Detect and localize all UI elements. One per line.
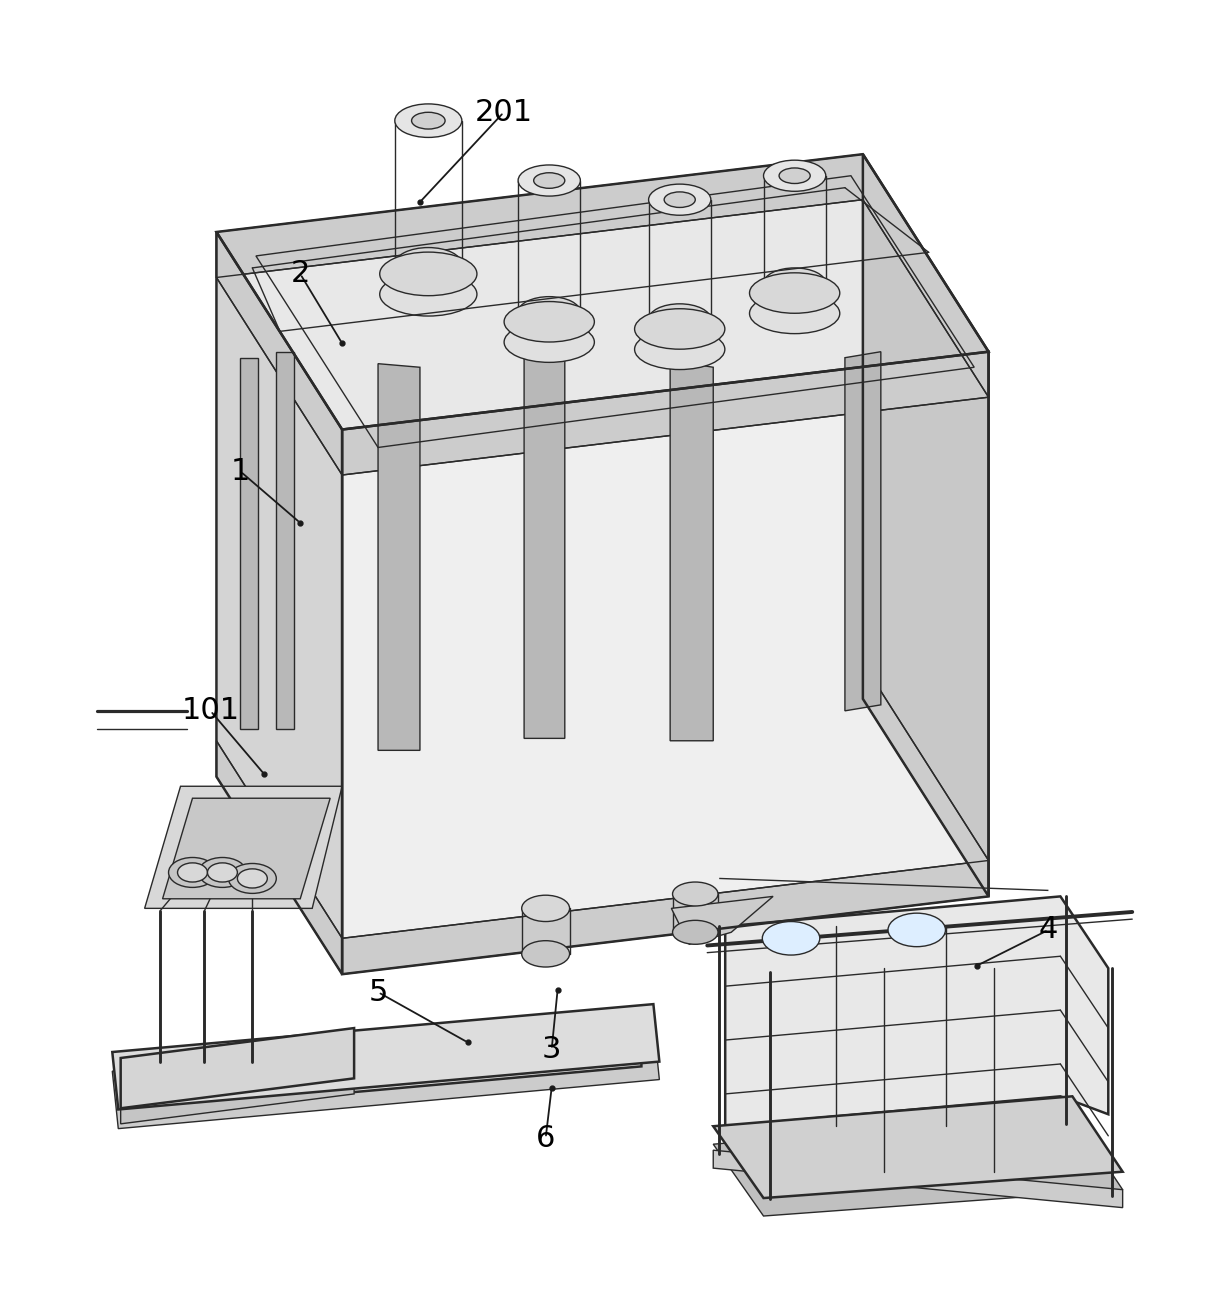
Text: 201: 201 — [475, 98, 533, 126]
Text: 4: 4 — [1039, 916, 1058, 944]
Ellipse shape — [888, 913, 946, 947]
Polygon shape — [343, 352, 988, 475]
Polygon shape — [713, 1096, 1123, 1198]
Text: 5: 5 — [368, 978, 388, 1006]
Ellipse shape — [534, 173, 564, 188]
Ellipse shape — [199, 858, 246, 888]
Ellipse shape — [178, 863, 207, 882]
Ellipse shape — [750, 272, 839, 313]
Polygon shape — [524, 350, 564, 738]
Ellipse shape — [635, 329, 725, 369]
Polygon shape — [276, 352, 294, 729]
Ellipse shape — [380, 252, 477, 295]
Ellipse shape — [672, 882, 718, 906]
Polygon shape — [845, 352, 880, 711]
Text: 3: 3 — [541, 1035, 562, 1064]
Ellipse shape — [380, 272, 477, 316]
Ellipse shape — [237, 869, 268, 888]
Ellipse shape — [412, 112, 446, 129]
Polygon shape — [863, 155, 988, 897]
Polygon shape — [217, 232, 343, 475]
Polygon shape — [713, 1151, 1123, 1207]
Ellipse shape — [635, 308, 725, 350]
Ellipse shape — [168, 858, 217, 888]
Ellipse shape — [779, 168, 810, 183]
Ellipse shape — [504, 302, 595, 342]
Ellipse shape — [664, 192, 695, 208]
Ellipse shape — [750, 293, 839, 334]
Polygon shape — [670, 360, 713, 740]
Ellipse shape — [763, 160, 826, 191]
Ellipse shape — [763, 268, 826, 299]
Ellipse shape — [649, 184, 711, 215]
Polygon shape — [378, 364, 420, 751]
Ellipse shape — [762, 921, 820, 955]
Polygon shape — [863, 663, 988, 897]
Polygon shape — [217, 232, 343, 974]
Polygon shape — [217, 155, 988, 430]
Polygon shape — [144, 787, 343, 908]
Ellipse shape — [504, 322, 595, 362]
Ellipse shape — [207, 863, 237, 882]
Polygon shape — [162, 799, 331, 899]
Polygon shape — [217, 740, 343, 974]
Ellipse shape — [518, 297, 580, 328]
Ellipse shape — [395, 248, 461, 281]
Polygon shape — [713, 1115, 1123, 1216]
Polygon shape — [121, 1028, 354, 1108]
Polygon shape — [343, 860, 988, 974]
Ellipse shape — [649, 304, 711, 335]
Polygon shape — [113, 1022, 659, 1129]
Polygon shape — [113, 1004, 659, 1109]
Text: 2: 2 — [291, 259, 310, 289]
Polygon shape — [343, 352, 988, 974]
Polygon shape — [863, 155, 988, 397]
Ellipse shape — [672, 920, 718, 944]
Text: 101: 101 — [182, 697, 240, 725]
Ellipse shape — [229, 863, 276, 894]
Text: 6: 6 — [536, 1124, 556, 1153]
Ellipse shape — [522, 940, 569, 968]
Ellipse shape — [395, 104, 461, 138]
Polygon shape — [725, 897, 1108, 1126]
Text: 1: 1 — [230, 457, 249, 486]
Polygon shape — [240, 357, 258, 729]
Polygon shape — [121, 1049, 354, 1124]
Polygon shape — [671, 897, 773, 944]
Ellipse shape — [522, 895, 569, 921]
Polygon shape — [133, 1017, 642, 1112]
Polygon shape — [217, 155, 863, 277]
Ellipse shape — [518, 165, 580, 196]
